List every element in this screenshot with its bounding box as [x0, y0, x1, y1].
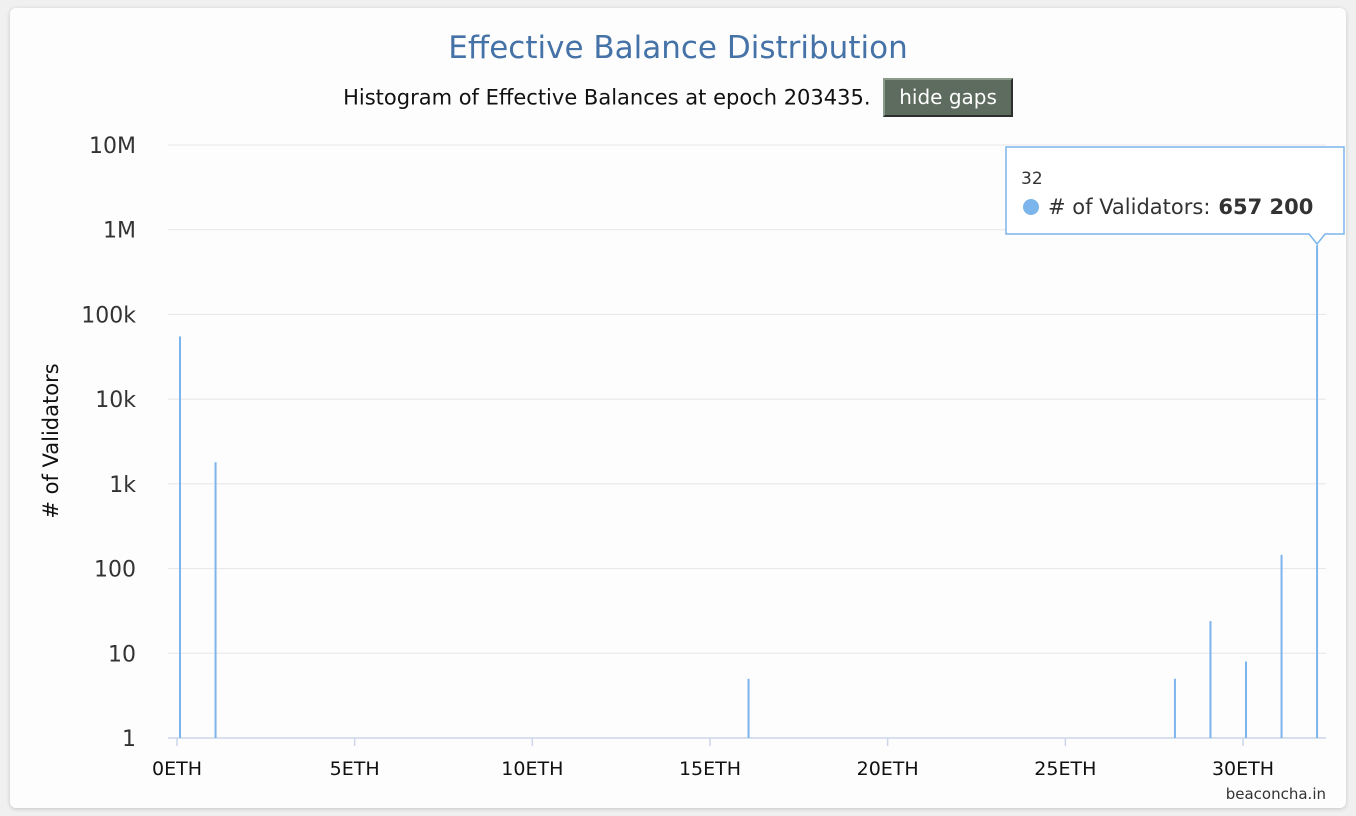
x-tick-label: 25ETH	[1034, 758, 1096, 780]
hide-gaps-button[interactable]: hide gaps	[883, 78, 1013, 117]
x-tick-label: 5ETH	[330, 758, 380, 780]
tooltip-body: # of Validators: 657 200	[1048, 195, 1313, 219]
chart-subtitle-row: Histogram of Effective Balances at epoch…	[0, 78, 1356, 117]
x-tick-label: 0ETH	[152, 758, 202, 780]
histogram-bar[interactable]	[214, 462, 217, 738]
bars	[179, 245, 1319, 739]
y-tick-label: 100	[94, 558, 136, 583]
tooltip: 32 # of Validators: 657 200	[1005, 146, 1345, 246]
chart-card	[10, 8, 1346, 808]
y-tick-label: 100k	[81, 303, 136, 328]
histogram-bar[interactable]	[1245, 661, 1247, 738]
credits-link[interactable]: beaconcha.in	[1226, 785, 1326, 803]
histogram-bar[interactable]	[179, 336, 181, 738]
tooltip-x-label: 32	[1021, 169, 1043, 189]
tooltip-box	[1005, 146, 1345, 246]
y-tick-label: 1k	[109, 473, 136, 498]
y-tick-label: 10M	[89, 134, 136, 159]
x-tick-label: 20ETH	[857, 758, 919, 780]
tooltip-value: 657 200	[1218, 195, 1313, 219]
y-tick-label: 10k	[95, 388, 136, 413]
tooltip-series-label: # of Validators:	[1048, 195, 1210, 219]
histogram-bar[interactable]	[1173, 678, 1176, 738]
y-tick-label: 1M	[103, 219, 136, 244]
x-axis: 0ETH 5ETH 10ETH 15ETH 20ETH 25ETH 30ETH	[152, 737, 1326, 780]
histogram-bar[interactable]	[1316, 245, 1319, 739]
x-tick-label: 15ETH	[679, 758, 741, 780]
y-tick-labels: 1 10 100 1k 10k 100k 1M 10M	[81, 134, 136, 752]
chart-subtitle: Histogram of Effective Balances at epoch…	[343, 85, 871, 110]
tooltip-series-dot	[1023, 199, 1039, 215]
y-tick-label: 1	[122, 727, 136, 752]
y-axis-title: # of Validators	[39, 363, 63, 518]
histogram-bar[interactable]	[1209, 621, 1212, 738]
histogram-bar[interactable]	[747, 678, 750, 738]
histogram-bar[interactable]	[1280, 554, 1283, 738]
chart-title: Effective Balance Distribution	[448, 30, 907, 66]
x-tick-label: 30ETH	[1212, 758, 1274, 780]
y-tick-label: 10	[108, 642, 136, 667]
x-tick-label: 10ETH	[501, 758, 563, 780]
